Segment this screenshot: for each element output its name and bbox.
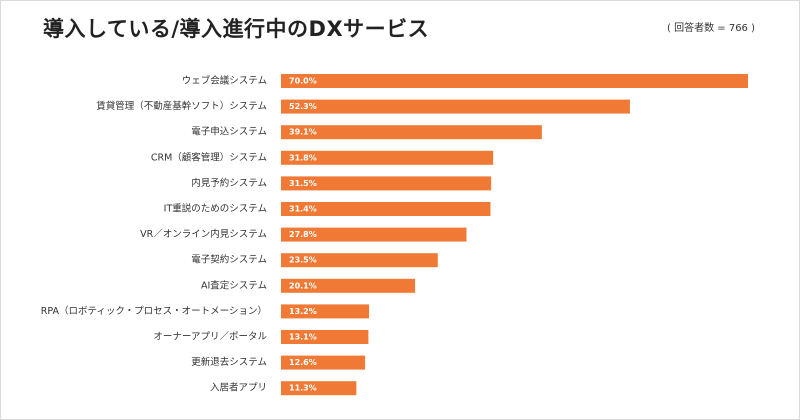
value-label: 27.8% [289,230,317,239]
bar [281,99,630,114]
respondent-count: ( 回答者数 = 766 ) [667,23,755,34]
category-label: 電子契約システム [191,254,267,266]
value-label: 23.5% [289,256,317,265]
value-label: 13.1% [289,333,317,342]
bar [281,253,438,268]
value-label: 52.3% [289,102,317,111]
value-label: 11.3% [289,384,317,393]
value-label: 31.4% [289,205,317,214]
category-label: オーナーアプリ／ポータル [153,332,267,343]
value-label: 31.5% [289,179,317,188]
category-label: AI査定システム [201,279,267,291]
value-label: 39.1% [289,128,317,137]
category-label: 入居者アプリ [210,383,267,394]
value-label: 13.2% [289,307,317,316]
bar [281,176,492,191]
bar [281,330,369,344]
bar [281,355,366,370]
value-label: 12.6% [289,358,317,367]
value-label: 31.8% [289,153,317,162]
category-label: RPA（ロボティック・プロセス・オートメーション） [41,305,267,317]
value-label: 20.1% [289,281,317,290]
chart-title: 導入している/導入進行中のDXサービス [43,17,430,41]
category-label: IT重説のためのシステム [164,203,267,215]
bar [281,125,542,140]
category-label: ウェブ会議システム [182,75,267,87]
category-label: 賃貸管理（不動産基幹ソフト）システム [96,100,267,112]
bar [281,202,491,216]
category-label: VR／オンライン内見システム [140,228,267,240]
value-label: 70.0% [289,77,317,86]
bar [281,150,494,165]
category-label: 電子申込システム [191,126,267,138]
bar [281,227,467,242]
category-label: 内見予約システム [191,177,267,189]
bar [281,74,748,88]
bar [281,304,370,319]
bar [281,278,416,293]
category-label: 更新退去システム [191,356,267,368]
bar [281,381,357,396]
category-label: CRM（顧客管理）システム [151,151,267,163]
